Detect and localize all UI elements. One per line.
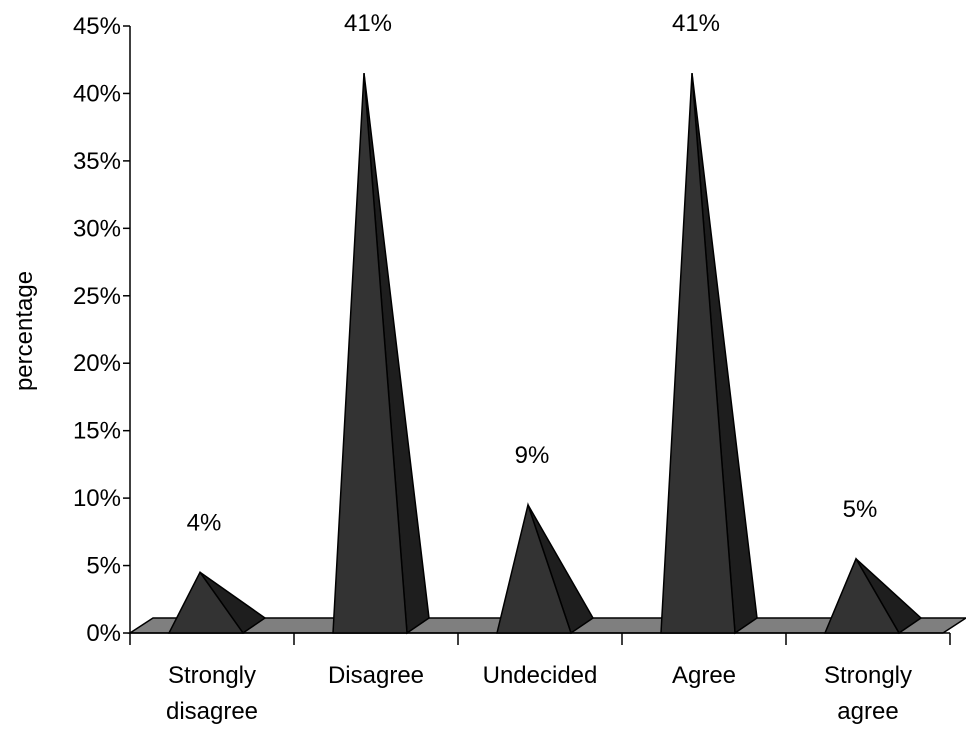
- x-category-label: Undecided: [483, 662, 598, 689]
- chart-axes: 0% 5% 10% 15% 20% 25% 30% 35% 40% 45%: [73, 13, 951, 647]
- data-label: 41%: [672, 10, 720, 37]
- y-tick-label: 30%: [73, 215, 121, 242]
- data-label: 4%: [187, 509, 222, 536]
- pyramid-bar: [332, 73, 408, 634]
- pyramid-bar: [167, 570, 245, 634]
- x-category-label-line: Strongly: [168, 662, 256, 689]
- y-tick-label: 25%: [73, 283, 121, 310]
- y-tick-label: 0%: [86, 620, 121, 647]
- x-category-label: Strongly disagree: [166, 662, 258, 725]
- y-tick-label: 20%: [73, 350, 121, 377]
- chart-labels: 4% Strongly disagree 41% Disagree 9% Undecided…: [166, 10, 912, 725]
- x-category-label: Agree: [672, 662, 736, 689]
- data-label: 9%: [515, 442, 550, 469]
- y-tick-label: 40%: [73, 80, 121, 107]
- data-label: 41%: [344, 10, 392, 37]
- x-category-label-line: agree: [837, 698, 898, 725]
- y-tick-label: 5%: [86, 553, 121, 580]
- x-category-label-line: Agree: [672, 662, 736, 689]
- y-axis-title: percentage: [11, 271, 38, 391]
- x-category-label: Disagree: [328, 662, 424, 689]
- x-category-label-line: Disagree: [328, 662, 424, 689]
- pyramid-bar: [660, 73, 736, 634]
- pyramid-bar: [496, 502, 573, 634]
- x-category-label-line: Undecided: [483, 662, 598, 689]
- x-category-label: Strongly agree: [824, 662, 912, 725]
- chart-bars: [167, 73, 923, 635]
- x-category-label-line: Strongly: [824, 662, 912, 689]
- y-tick-label: 15%: [73, 418, 121, 445]
- y-tick-label: 35%: [73, 148, 121, 175]
- y-tick-label: 45%: [73, 13, 121, 40]
- data-label: 5%: [843, 496, 878, 523]
- y-tick-label: 10%: [73, 485, 121, 512]
- x-category-label-line: disagree: [166, 698, 258, 725]
- pyramid-bar: [823, 557, 901, 634]
